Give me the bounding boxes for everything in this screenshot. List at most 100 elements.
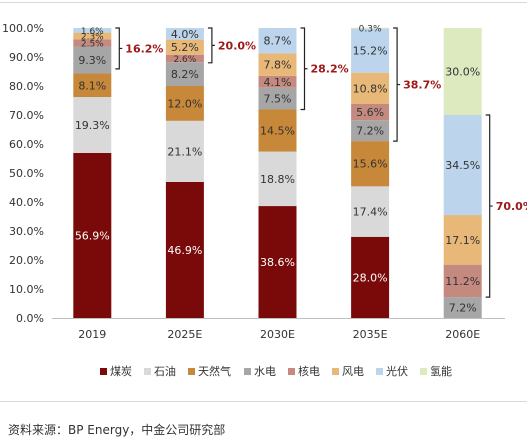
data-label: 15.6% <box>353 158 388 171</box>
legend-swatch <box>420 368 427 375</box>
bar-segment-2035E-风电 <box>351 72 390 104</box>
bar-segment-2019-煤炭 <box>73 152 112 318</box>
legend-label: 核电 <box>298 365 320 378</box>
data-label: 46.9% <box>167 244 202 257</box>
data-label: 19.3% <box>75 119 110 132</box>
legend-label: 水电 <box>254 365 276 378</box>
data-label: 2.3% <box>81 32 104 42</box>
data-label: 10.8% <box>353 82 388 95</box>
bar-segment-2030E-天然气 <box>258 109 297 152</box>
bar-segment-2030E-石油 <box>258 151 297 207</box>
bar-segment-2030E-核电 <box>258 75 297 88</box>
data-label: 15.2% <box>353 45 388 58</box>
y-tick-label: 90.0% <box>9 51 44 64</box>
data-label: 7.2% <box>356 125 384 138</box>
annotation-label: 16.2% <box>125 42 163 55</box>
y-tick-label: 10.0% <box>9 283 44 296</box>
bar-segment-2060E-氢能 <box>443 28 482 115</box>
legend-swatch <box>188 368 195 375</box>
data-label: 14.5% <box>260 125 295 138</box>
bar-segment-2060E-光伏 <box>443 115 482 216</box>
annotation-bracket <box>300 27 308 111</box>
bar-segment-2030E-煤炭 <box>258 206 297 318</box>
legend-swatch <box>100 368 107 375</box>
annotation-bracket <box>393 27 401 142</box>
y-tick-label: 20.0% <box>9 254 44 267</box>
bar-segment-2019-水电 <box>73 46 112 74</box>
annotation-label: 28.2% <box>311 63 349 76</box>
source-note: 资料来源：BP Energy，中金公司研究部 <box>8 423 226 437</box>
x-tick-label: 2035E <box>353 328 388 341</box>
data-label: 30.0% <box>445 66 480 79</box>
bar-segment-2019-光伏 <box>73 28 112 33</box>
bar-segment-2030E-光伏 <box>258 28 297 54</box>
bar-segment-2019-风电 <box>73 32 112 40</box>
annotation-label: 70.0% <box>496 200 527 213</box>
legend-swatch <box>144 368 151 375</box>
y-tick-label: 40.0% <box>9 196 44 209</box>
bar-segment-2030E-风电 <box>258 53 297 76</box>
bar-segment-2060E-水电 <box>443 297 482 318</box>
data-label: 8.1% <box>78 79 106 92</box>
data-label: 12.0% <box>167 97 202 110</box>
y-tick-label: 100.0% <box>2 22 44 35</box>
legend-swatch <box>288 368 295 375</box>
y-tick-label: 0.0% <box>16 312 44 325</box>
data-label: 34.5% <box>445 159 480 172</box>
legend-label: 石油 <box>154 365 176 378</box>
annotation-label: 38.7% <box>403 79 441 92</box>
annotation-label: 20.0% <box>218 39 256 52</box>
bar-segment-2019-石油 <box>73 97 112 153</box>
y-tick-label: 50.0% <box>9 167 44 180</box>
bar-segment-2030E-水电 <box>258 87 297 110</box>
annotation-bracket <box>485 114 493 298</box>
bar-segment-2035E-光伏 <box>351 28 390 73</box>
data-label: 7.5% <box>264 93 292 106</box>
data-label: 4.1% <box>264 76 292 89</box>
stacked-bar-chart: 0.0% 10.0% 20.0% 30.0% 40.0% 50.0% 60.0% 70.0% 8… <box>2 22 527 341</box>
y-tick-label: 30.0% <box>9 225 44 238</box>
x-tick-label: 2060E <box>445 328 480 341</box>
data-label: 11.2% <box>445 275 480 288</box>
data-label: 5.6% <box>356 106 384 119</box>
bar-segment-2025E-石油 <box>165 120 204 182</box>
chart-legend: 煤炭 石油 天然气 水电 核电 风电 光伏 氢能 <box>100 364 500 380</box>
y-tick-label: 80.0% <box>9 80 44 93</box>
data-label: 17.4% <box>353 206 388 219</box>
data-label: 38.6% <box>260 256 295 269</box>
bar-segment-2019-天然气 <box>73 73 112 98</box>
x-tick-label: 2025E <box>167 328 202 341</box>
bar-segment-2035E-水电 <box>351 120 390 142</box>
legend-label: 光伏 <box>386 365 408 378</box>
data-label: 4.0% <box>171 28 199 41</box>
bar-segment-2060E-核电 <box>443 264 482 298</box>
bar-segment-2035E-天然气 <box>351 141 390 187</box>
data-label: 2.5% <box>81 39 104 49</box>
data-label: 8.2% <box>171 68 199 81</box>
bar-segment-2025E-水电 <box>165 62 204 86</box>
bar-segment-2060E-风电 <box>443 215 482 265</box>
data-label: 21.1% <box>167 145 202 158</box>
data-label: 5.2% <box>171 41 199 54</box>
y-tick-label: 70.0% <box>9 109 44 122</box>
data-label: 2.6% <box>173 55 196 65</box>
annotation-bracket <box>115 27 123 70</box>
legend-swatch <box>244 368 251 375</box>
data-label: 0.3% <box>359 25 382 35</box>
legend-label: 氢能 <box>430 365 452 378</box>
data-label: 7.8% <box>264 59 292 72</box>
legend-label: 风电 <box>342 365 364 378</box>
data-label: 8.7% <box>264 35 292 48</box>
data-label: 28.0% <box>353 271 388 284</box>
annotation-bracket <box>207 27 215 64</box>
x-tick-label: 2030E <box>260 328 295 341</box>
bar-segment-2019-核电 <box>73 39 112 47</box>
legend-label: 煤炭 <box>110 365 132 378</box>
bar-segment-2025E-核电 <box>165 54 204 63</box>
top-divider <box>0 2 527 3</box>
legend-label: 天然气 <box>198 365 231 378</box>
bar-segment-2035E-核电 <box>351 103 390 121</box>
bottom-divider <box>0 401 527 402</box>
bar-segment-2025E-风电 <box>165 39 204 55</box>
